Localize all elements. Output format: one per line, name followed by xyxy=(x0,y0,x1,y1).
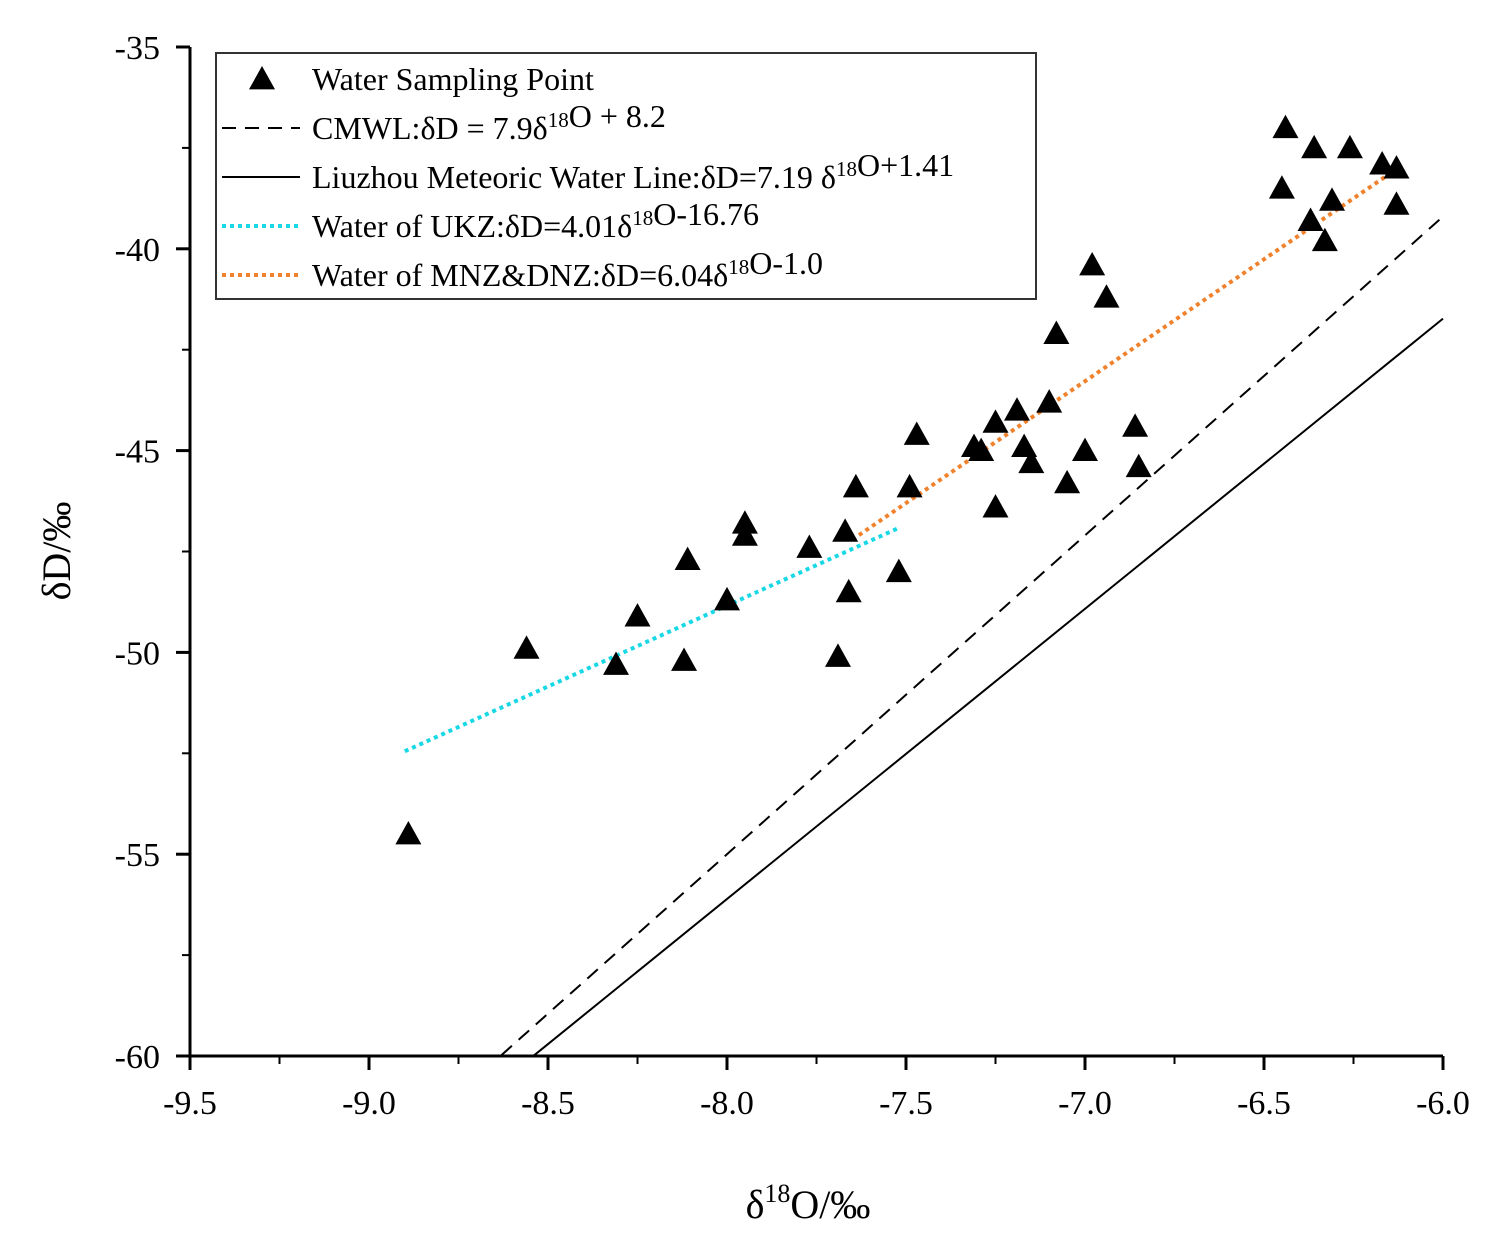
data-point-41 xyxy=(1383,155,1410,179)
data-point-1 xyxy=(395,821,422,845)
legend-label-lmwl: Liuzhou Meteoric Water Line:δD=7.19 δ18O… xyxy=(312,147,954,195)
data-point-2 xyxy=(513,635,540,659)
data-point-20 xyxy=(982,409,1009,433)
data-point-33 xyxy=(1268,175,1295,199)
x-axis-title: δ18O/‰ xyxy=(746,1179,871,1227)
y-tick-label: -60 xyxy=(115,1039,160,1076)
data-point-13 xyxy=(835,578,862,603)
data-point-40 xyxy=(1369,151,1396,175)
y-axis-title: δD/‰ xyxy=(34,502,79,601)
data-point-11 xyxy=(824,643,851,667)
data-point-9 xyxy=(731,522,758,546)
legend-label-points: Water Sampling Point xyxy=(312,61,594,97)
data-point-38 xyxy=(1319,187,1346,211)
data-point-10 xyxy=(796,534,823,558)
series-line-2 xyxy=(533,317,1444,1057)
data-point-8 xyxy=(731,510,758,534)
legend-marker-triangle xyxy=(249,66,275,90)
data-point-26 xyxy=(1043,320,1070,344)
ticks: -9.5 -9.0 -8.5 -8.0 -7.5 -7.0 -6.5 -6.0 -60 -55 -5… xyxy=(115,30,1470,1122)
x-tick-label: -7.0 xyxy=(1058,1085,1112,1122)
data-point-15 xyxy=(885,558,912,583)
data-point-30 xyxy=(1093,284,1120,308)
y-tick-label: -40 xyxy=(115,232,160,269)
x-tick-label: -9.5 xyxy=(163,1085,217,1122)
data-point-29 xyxy=(1079,251,1106,276)
data-point-12 xyxy=(832,518,859,542)
x-tick-label: -8.0 xyxy=(700,1085,754,1122)
data-point-19 xyxy=(968,437,995,461)
data-point-7 xyxy=(714,586,740,611)
data-point-25 xyxy=(1036,389,1063,413)
data-point-22 xyxy=(1003,397,1030,421)
legend-label-mnz: Water of MNZ&DNZ:δD=6.04δ18O-1.0 xyxy=(312,245,823,293)
data-point-35 xyxy=(1297,207,1324,231)
x-tick-label: -6.5 xyxy=(1237,1085,1291,1122)
x-tick-label: -6.0 xyxy=(1416,1085,1470,1122)
data-point-37 xyxy=(1311,227,1338,252)
data-point-4 xyxy=(624,603,651,627)
data-point-31 xyxy=(1122,413,1149,437)
data-point-6 xyxy=(674,546,701,570)
series-line-3 xyxy=(403,526,900,754)
y-tick-label: -50 xyxy=(115,635,160,672)
data-point-3 xyxy=(603,651,630,675)
sample-points xyxy=(395,114,1410,845)
data-point-34 xyxy=(1272,114,1299,139)
series-line-1 xyxy=(500,215,1444,1056)
y-tick-label: -55 xyxy=(115,837,160,874)
regression-lines xyxy=(403,165,1444,1057)
x-tick-label: -7.5 xyxy=(879,1085,933,1122)
data-point-16 xyxy=(896,473,923,498)
data-point-42 xyxy=(1383,191,1410,215)
x-tick-label: -9.0 xyxy=(342,1085,396,1122)
legend-box xyxy=(215,52,1037,300)
data-point-14 xyxy=(842,473,869,498)
legend-label-ukz: Water of UKZ:δD=4.01δ18O-16.76 xyxy=(312,196,759,244)
x-tick-label: -8.5 xyxy=(521,1085,575,1122)
data-point-24 xyxy=(1018,449,1045,474)
data-point-32 xyxy=(1125,453,1152,478)
data-point-28 xyxy=(1072,437,1098,461)
data-point-5 xyxy=(671,647,698,671)
data-point-17 xyxy=(903,421,930,445)
legend-label-cmwl: CMWL:δD = 7.9δ18O + 8.2 xyxy=(312,98,666,146)
data-point-36 xyxy=(1301,134,1328,159)
y-tick-label: -35 xyxy=(115,30,160,67)
y-tick-label: -45 xyxy=(115,434,160,471)
data-point-39 xyxy=(1336,134,1363,159)
data-point-21 xyxy=(982,494,1009,518)
data-point-27 xyxy=(1054,469,1081,494)
